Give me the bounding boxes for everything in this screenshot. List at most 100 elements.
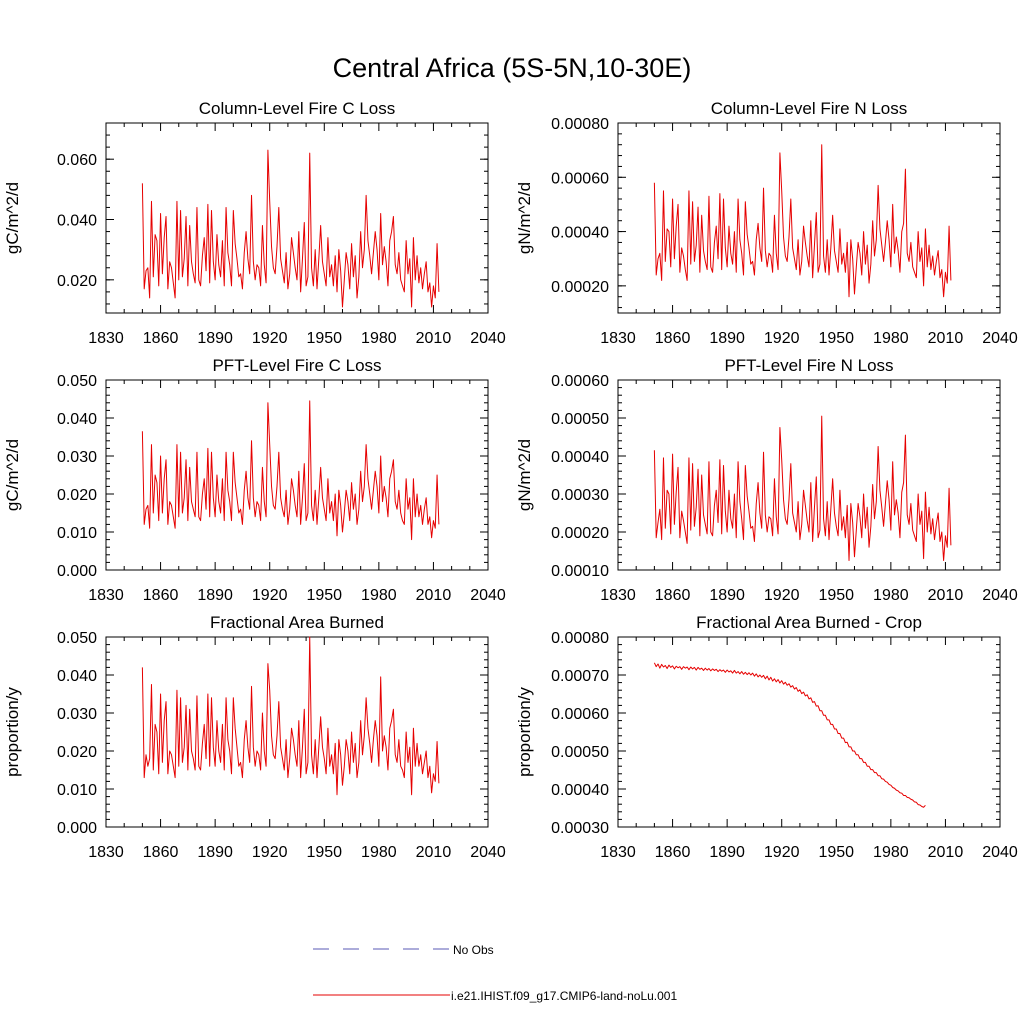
x-tick-label: 2010 [416,330,452,347]
x-tick-label: 1920 [764,587,800,604]
y-tick-label: 0.000 [57,563,97,580]
panel-title: PFT-Level Fire N Loss [724,356,893,375]
y-tick-label: 0.010 [57,782,97,799]
y-tick-label: 0.00040 [551,225,609,242]
panels: Column-Level Fire C Loss 1830 1860 1890 1920… [3,99,1018,861]
x-tick-label: 1860 [143,844,179,861]
plot-frame [105,379,489,571]
x-tick-label: 1980 [873,844,909,861]
y-axis-label: gN/m^2/d [515,439,534,511]
panel-2: Column-Level Fire N Loss 1830 1860 1890 1920… [515,99,1018,347]
x-tick-label: 2010 [928,844,964,861]
y-tick-label: 0.00040 [551,449,609,466]
y-tick-label: 0.020 [57,273,97,290]
x-tick-label: 2040 [982,844,1018,861]
y-tick-label: 0.00060 [551,706,609,723]
y-axis-label: proportion/y [3,687,22,777]
y-tick-label: 0.00040 [551,782,609,799]
x-tick-label: 2040 [470,844,506,861]
legend: No Obs i.e21.IHIST.f09_g17.CMIP6-land-no… [313,943,677,1003]
x-tick-label: 2010 [928,587,964,604]
panel-title: Column-Level Fire C Loss [199,99,396,118]
x-tick-label: 1920 [252,330,288,347]
plot-frame [617,636,1001,828]
x-tick-label: 1920 [252,587,288,604]
x-tick-label: 2040 [982,587,1018,604]
x-tick-label: 1950 [818,844,854,861]
panel-title: Column-Level Fire N Loss [711,99,908,118]
y-axis-label: gN/m^2/d [515,182,534,254]
x-tick-label: 1830 [88,844,124,861]
x-tick-label: 1980 [873,587,909,604]
y-tick-label: 0.00070 [551,668,609,685]
panel-5: Fractional Area Burned 1830 1860 1890 1920 19… [3,613,506,861]
x-tick-label: 1860 [655,330,691,347]
x-tick-label: 1950 [306,844,342,861]
x-tick-label: 1950 [306,587,342,604]
x-tick-label: 1890 [709,587,745,604]
y-tick-label: 0.040 [57,213,97,230]
x-tick-label: 1890 [709,844,745,861]
x-tick-label: 1890 [709,330,745,347]
y-tick-label: 0.050 [57,630,97,647]
panel-4: PFT-Level Fire N Loss 1830 1860 1890 1920 195… [515,356,1018,604]
y-tick-label: 0.050 [57,373,97,390]
x-tick-label: 1830 [88,330,124,347]
x-tick-label: 1980 [873,330,909,347]
panel-1: Column-Level Fire C Loss 1830 1860 1890 1920… [3,99,506,347]
y-tick-label: 0.00050 [551,411,609,428]
x-tick-label: 2040 [470,587,506,604]
x-tick-label: 1860 [143,330,179,347]
y-tick-label: 0.020 [57,744,97,761]
x-tick-label: 1980 [361,330,397,347]
x-tick-label: 1980 [361,844,397,861]
series-line-1 [141,636,440,796]
x-tick-label: 2040 [470,330,506,347]
y-axis-label: proportion/y [515,687,534,777]
y-tick-label: 0.00050 [551,744,609,761]
plot-frame [105,636,489,828]
x-tick-label: 2010 [416,587,452,604]
x-tick-label: 1830 [88,587,124,604]
series-line-1 [653,415,952,561]
y-tick-label: 0.030 [57,706,97,723]
y-tick-label: 0.00060 [551,170,609,187]
y-tick-label: 0.00060 [551,373,609,390]
y-tick-label: 0.010 [57,525,97,542]
plot-frame [617,379,1001,571]
series-line-1 [141,400,440,541]
panel-title: Fractional Area Burned - Crop [696,613,922,632]
panel-title: Fractional Area Burned [210,613,384,632]
x-tick-label: 2010 [928,330,964,347]
plot-frame [105,122,489,314]
x-tick-label: 1920 [252,844,288,861]
panel-6: Fractional Area Burned - Crop 1830 1860 189… [515,613,1018,861]
y-tick-label: 0.00080 [551,116,609,133]
x-tick-label: 1890 [197,587,233,604]
x-tick-label: 1830 [600,587,636,604]
x-tick-label: 1860 [655,844,691,861]
panel-3: PFT-Level Fire C Loss 1830 1860 1890 1920 195… [3,356,506,604]
y-tick-label: 0.060 [57,152,97,169]
legend-label-no-obs: No Obs [453,943,494,957]
y-tick-label: 0.00080 [551,630,609,647]
x-tick-label: 1860 [655,587,691,604]
x-tick-label: 1860 [143,587,179,604]
series-line-1 [653,144,952,298]
y-axis-label: gC/m^2/d [3,439,22,511]
x-tick-label: 1950 [818,587,854,604]
y-tick-label: 0.040 [57,668,97,685]
x-tick-label: 1980 [361,587,397,604]
y-tick-label: 0.00030 [551,820,609,837]
y-tick-label: 0.00020 [551,525,609,542]
y-tick-label: 0.030 [57,449,97,466]
x-tick-label: 2040 [982,330,1018,347]
y-axis-label: gC/m^2/d [3,182,22,254]
x-tick-label: 1920 [764,330,800,347]
plot-frame [617,122,1001,314]
x-tick-label: 1950 [818,330,854,347]
x-tick-label: 1920 [764,844,800,861]
x-tick-label: 1890 [197,330,233,347]
y-tick-label: 0.00020 [551,279,609,296]
